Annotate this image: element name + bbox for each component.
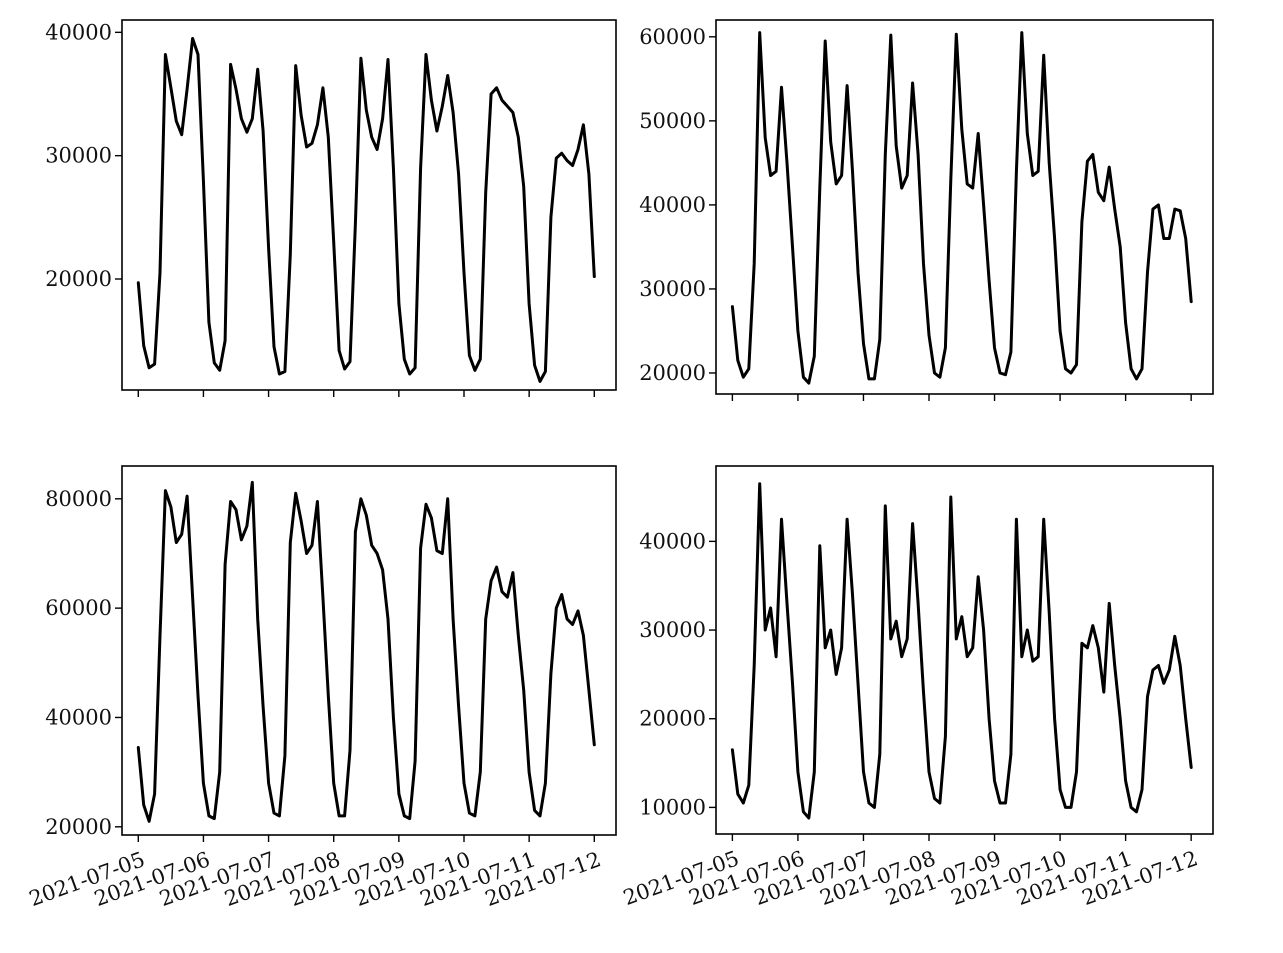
y-tick-label-top-left-0: 20000 bbox=[45, 267, 112, 291]
panel-top-right: 20000 30000 40000 50000 60000 bbox=[639, 19, 1214, 401]
y-tick-label-top-right-2: 40000 bbox=[639, 193, 706, 217]
y-tick-label-bottom-left-3: 80000 bbox=[45, 487, 112, 511]
y-tick-label-bottom-right-3: 40000 bbox=[639, 529, 706, 553]
y-tick-label-bottom-right-1: 20000 bbox=[639, 707, 706, 731]
y-tick-label-top-right-0: 20000 bbox=[639, 361, 706, 385]
y-tick-label-bottom-left-1: 40000 bbox=[45, 705, 112, 729]
y-tick-label-top-right-4: 60000 bbox=[639, 25, 706, 49]
y-tick-label-bottom-right-2: 30000 bbox=[639, 618, 706, 642]
y-tick-label-bottom-right-0: 10000 bbox=[639, 795, 706, 819]
y-tick-label-top-right-3: 50000 bbox=[639, 109, 706, 133]
y-tick-label-bottom-left-0: 20000 bbox=[45, 815, 112, 839]
series-line-top-left-0 bbox=[136, 37, 596, 383]
y-tick-label-top-left-2: 40000 bbox=[45, 20, 112, 44]
axes-frame-bottom-right bbox=[715, 465, 1214, 835]
series-line-bottom-right-0 bbox=[730, 482, 1193, 820]
series-line-bottom-left-0 bbox=[136, 480, 596, 823]
y-tick-label-top-left-1: 30000 bbox=[45, 144, 112, 168]
axes-frame-top-right bbox=[715, 19, 1214, 395]
series-line-top-right-0 bbox=[730, 31, 1193, 385]
axes-frame-bottom-left bbox=[121, 465, 617, 836]
y-tick-label-top-right-1: 30000 bbox=[639, 277, 706, 301]
panel-top-left: 20000 30000 40000 bbox=[45, 19, 617, 397]
axes-frame-top-left bbox=[121, 19, 617, 391]
y-tick-label-bottom-left-2: 60000 bbox=[45, 596, 112, 620]
